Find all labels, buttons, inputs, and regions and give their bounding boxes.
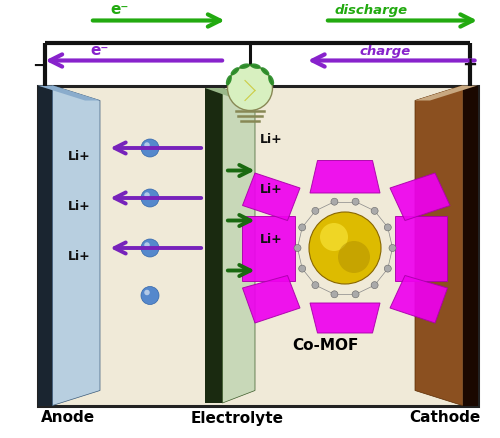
Circle shape bbox=[144, 290, 150, 295]
FancyBboxPatch shape bbox=[38, 85, 478, 406]
Text: Li+: Li+ bbox=[260, 233, 283, 246]
Circle shape bbox=[144, 242, 150, 248]
Text: Co-MOF: Co-MOF bbox=[292, 338, 358, 353]
Polygon shape bbox=[52, 85, 100, 406]
Circle shape bbox=[384, 224, 392, 231]
Circle shape bbox=[320, 223, 348, 251]
Text: Li+: Li+ bbox=[260, 133, 283, 146]
Circle shape bbox=[371, 207, 378, 214]
Polygon shape bbox=[205, 88, 255, 100]
Circle shape bbox=[352, 198, 359, 205]
Polygon shape bbox=[310, 160, 380, 193]
Text: Li+: Li+ bbox=[68, 251, 90, 264]
Text: Anode: Anode bbox=[40, 410, 94, 425]
Ellipse shape bbox=[230, 67, 239, 75]
Polygon shape bbox=[415, 85, 463, 406]
Circle shape bbox=[294, 244, 301, 251]
Ellipse shape bbox=[260, 67, 270, 75]
Ellipse shape bbox=[268, 75, 274, 85]
Polygon shape bbox=[242, 173, 300, 220]
Circle shape bbox=[141, 189, 159, 207]
Circle shape bbox=[309, 212, 381, 284]
Polygon shape bbox=[390, 173, 450, 220]
Text: Electrolyte: Electrolyte bbox=[191, 410, 284, 425]
Text: +: + bbox=[462, 57, 477, 74]
Polygon shape bbox=[415, 85, 478, 100]
Circle shape bbox=[144, 192, 150, 198]
Circle shape bbox=[298, 265, 306, 272]
Circle shape bbox=[331, 291, 338, 298]
Circle shape bbox=[298, 224, 306, 231]
Text: e⁻: e⁻ bbox=[90, 43, 108, 58]
Circle shape bbox=[331, 198, 338, 205]
Circle shape bbox=[338, 241, 370, 273]
Circle shape bbox=[312, 207, 319, 214]
Text: discharge: discharge bbox=[335, 4, 408, 17]
Polygon shape bbox=[205, 88, 222, 403]
Text: Cathode: Cathode bbox=[410, 410, 480, 425]
Circle shape bbox=[352, 291, 359, 298]
Text: e⁻: e⁻ bbox=[110, 2, 128, 17]
Circle shape bbox=[384, 265, 392, 272]
Circle shape bbox=[141, 239, 159, 257]
Ellipse shape bbox=[226, 75, 232, 85]
Polygon shape bbox=[310, 303, 380, 333]
Polygon shape bbox=[242, 215, 295, 280]
Ellipse shape bbox=[239, 64, 250, 69]
Polygon shape bbox=[395, 215, 448, 280]
Polygon shape bbox=[222, 88, 255, 403]
Circle shape bbox=[141, 139, 159, 157]
Circle shape bbox=[144, 142, 150, 148]
Ellipse shape bbox=[250, 64, 261, 69]
Text: −: − bbox=[32, 57, 48, 74]
Circle shape bbox=[312, 282, 319, 289]
Polygon shape bbox=[38, 85, 100, 100]
Polygon shape bbox=[462, 85, 477, 406]
Polygon shape bbox=[38, 85, 52, 406]
Circle shape bbox=[389, 244, 396, 251]
Text: Li+: Li+ bbox=[68, 201, 90, 213]
Text: Li+: Li+ bbox=[68, 151, 90, 163]
Circle shape bbox=[228, 66, 272, 110]
Text: Li+: Li+ bbox=[260, 183, 283, 196]
Circle shape bbox=[141, 286, 159, 304]
Text: charge: charge bbox=[360, 45, 411, 58]
Polygon shape bbox=[390, 276, 448, 323]
Circle shape bbox=[371, 282, 378, 289]
Polygon shape bbox=[242, 276, 300, 323]
